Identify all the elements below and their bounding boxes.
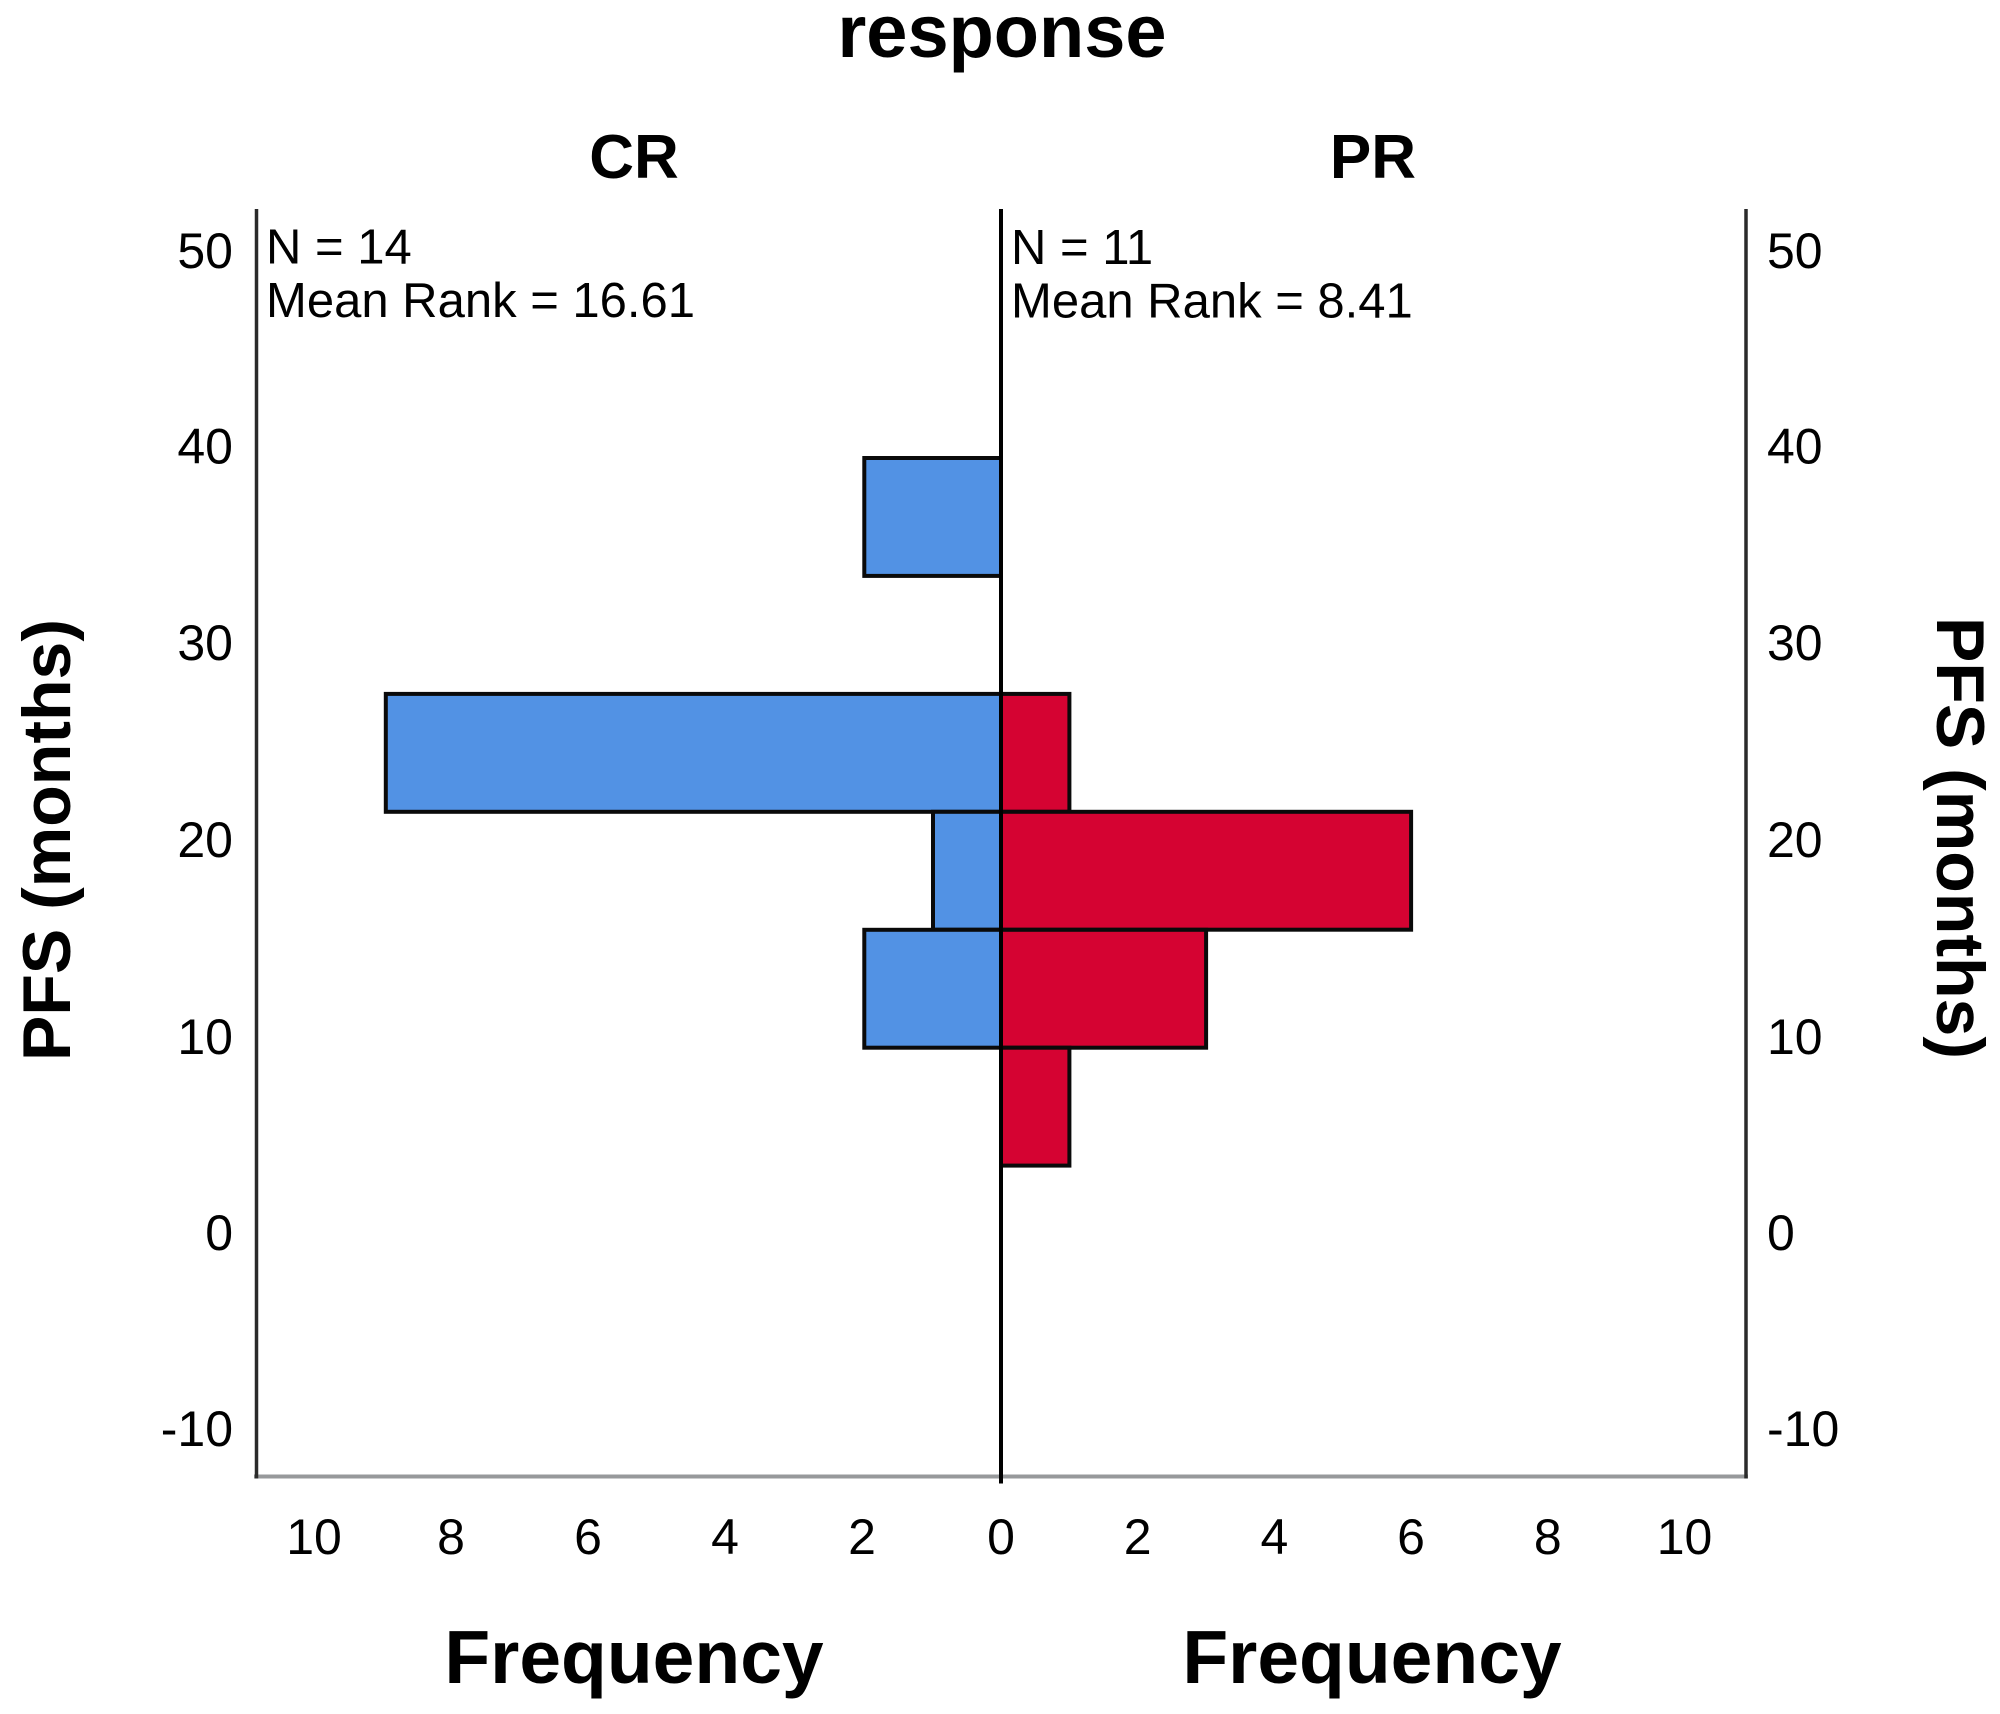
svg-text:6: 6: [574, 1509, 602, 1565]
svg-text:0: 0: [987, 1509, 1015, 1565]
svg-text:40: 40: [1767, 419, 1823, 475]
svg-text:10: 10: [286, 1509, 342, 1565]
svg-text:0: 0: [205, 1205, 233, 1261]
svg-text:CR: CR: [589, 123, 679, 192]
svg-text:0: 0: [1767, 1205, 1795, 1261]
svg-text:-10: -10: [1767, 1401, 1839, 1457]
svg-text:N = 14: N = 14: [266, 221, 412, 275]
svg-text:6: 6: [1397, 1509, 1425, 1565]
svg-text:4: 4: [711, 1509, 739, 1565]
svg-text:N = 11: N = 11: [1011, 221, 1153, 275]
svg-text:4: 4: [1260, 1509, 1288, 1565]
svg-text:PFS (months): PFS (months): [1922, 617, 1998, 1059]
svg-text:response: response: [837, 0, 1166, 73]
svg-text:20: 20: [177, 812, 233, 868]
svg-text:8: 8: [1534, 1509, 1562, 1565]
svg-text:10: 10: [1657, 1509, 1713, 1565]
svg-text:Mean Rank = 8.41: Mean Rank = 8.41: [1011, 275, 1413, 329]
svg-text:Mean Rank = 16.61: Mean Rank = 16.61: [266, 274, 695, 328]
svg-text:Frequency: Frequency: [444, 1615, 824, 1699]
svg-text:PFS (months): PFS (months): [9, 619, 85, 1061]
svg-text:30: 30: [1767, 615, 1823, 671]
svg-text:30: 30: [177, 615, 233, 671]
svg-text:10: 10: [1767, 1009, 1823, 1065]
svg-text:2: 2: [848, 1509, 876, 1565]
svg-text:-10: -10: [161, 1401, 233, 1457]
svg-text:PR: PR: [1330, 123, 1416, 192]
svg-text:10: 10: [177, 1009, 233, 1065]
svg-text:50: 50: [1767, 223, 1823, 279]
svg-text:20: 20: [1767, 812, 1823, 868]
svg-text:8: 8: [437, 1509, 465, 1565]
svg-text:2: 2: [1124, 1509, 1152, 1565]
svg-text:50: 50: [177, 223, 233, 279]
svg-text:Frequency: Frequency: [1182, 1615, 1562, 1699]
svg-text:40: 40: [177, 419, 233, 475]
